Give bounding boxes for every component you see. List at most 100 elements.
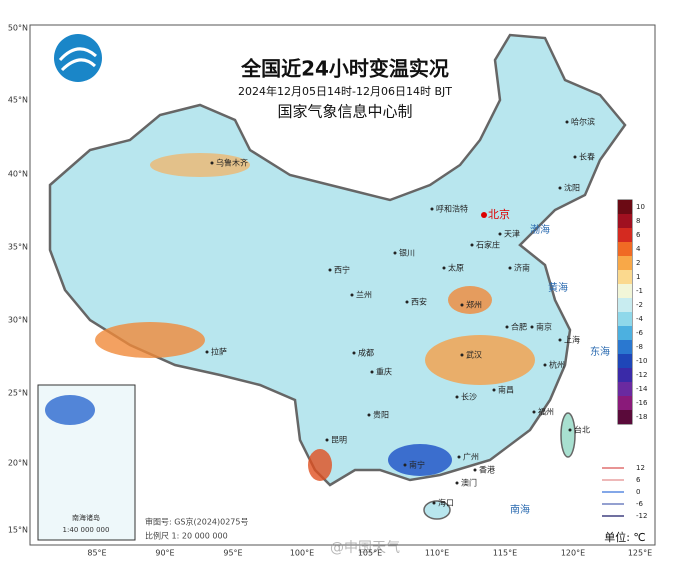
- latitude-label: 30°N: [8, 316, 28, 325]
- city-label: 兰州: [356, 290, 372, 300]
- city-label: 成都: [358, 348, 374, 358]
- city-dot: [543, 363, 547, 367]
- city-label: 广州: [463, 452, 479, 462]
- inset: [37, 384, 136, 541]
- watermark: @中国天气: [330, 540, 400, 556]
- latitude-label: 20°N: [8, 459, 28, 468]
- warm-area: [150, 153, 250, 177]
- legend-swatch: [618, 354, 632, 368]
- contour-label: 0: [636, 488, 640, 496]
- longitude-label: 85°E: [87, 549, 106, 558]
- title: 全国近24小时变温实况: [240, 57, 449, 81]
- city-label: 天津: [504, 229, 520, 239]
- city-label: 沈阳: [564, 183, 580, 193]
- city-label: 太原: [448, 263, 464, 273]
- warm-area: [308, 449, 332, 481]
- city-dot: [405, 300, 409, 304]
- legend-swatch: [618, 270, 632, 284]
- legend-label: 2: [636, 259, 640, 267]
- city-label: 南昌: [498, 385, 514, 395]
- latitude-label: 50°N: [8, 24, 28, 33]
- contour-label: 12: [636, 464, 645, 472]
- city-dot: [367, 413, 371, 417]
- city-label: 南宁: [409, 460, 425, 470]
- city-dot: [403, 463, 407, 467]
- city-dot: [460, 353, 464, 357]
- longitude-label: 115°E: [493, 549, 517, 558]
- city-label: 郑州: [466, 300, 482, 310]
- legend-label: -1: [636, 287, 643, 295]
- city-dot: [210, 161, 214, 165]
- logo-swoosh: [58, 47, 97, 72]
- latitude-label: 15°N: [8, 526, 28, 535]
- legend-label: -14: [636, 385, 648, 393]
- legend-swatch: [618, 298, 632, 312]
- city-label: 重庆: [376, 367, 392, 377]
- legend-swatch: [618, 256, 632, 270]
- legend-label: -8: [636, 343, 643, 351]
- city-dot: [457, 455, 461, 459]
- city-dot: [508, 266, 512, 270]
- legend-label: -10: [636, 357, 647, 365]
- city-dot: [393, 251, 397, 255]
- logo: [54, 34, 102, 82]
- latitude-label: 25°N: [8, 389, 28, 398]
- inset-title: 南海诸岛: [72, 513, 100, 522]
- cold-area: [388, 444, 452, 476]
- city-dot: [455, 395, 459, 399]
- city-label: 北京: [488, 207, 510, 221]
- city-dot: [432, 501, 436, 505]
- legend-swatch: [618, 312, 632, 326]
- city-dot: [565, 120, 569, 124]
- unit: 单位: ℃: [604, 530, 646, 544]
- producer: 国家气象信息中心制: [277, 103, 412, 121]
- city-dot: [558, 186, 562, 190]
- city-label: 呼和浩特: [436, 204, 468, 214]
- legend-swatch: [618, 410, 632, 424]
- legend-label: 4: [636, 245, 641, 253]
- city-dot: [532, 410, 536, 414]
- contour-label: -12: [636, 512, 647, 520]
- legend-swatch: [618, 340, 632, 354]
- city-dot: [505, 325, 509, 329]
- legend-label: -6: [636, 329, 644, 337]
- city-dot: [370, 370, 374, 374]
- legend-label: -16: [636, 399, 648, 407]
- legend-label: 6: [636, 231, 641, 239]
- legend-label: -18: [636, 413, 647, 421]
- city-dot: [558, 338, 562, 342]
- logo-circle: [54, 34, 102, 82]
- legend-label: -2: [636, 301, 643, 309]
- longitude-label: 100°E: [290, 549, 314, 558]
- longitude-label: 90°E: [155, 549, 174, 558]
- taiwan: [560, 412, 576, 458]
- legend-swatch: [618, 214, 632, 228]
- scale: 比例尺 1: 20 000 000: [145, 531, 228, 541]
- city-dot: [473, 468, 477, 472]
- legend-swatch: [618, 284, 632, 298]
- city-label: 福州: [538, 408, 554, 417]
- city-label: 澳门: [461, 478, 477, 488]
- city-label: 长春: [579, 152, 595, 162]
- china-map: [48, 33, 627, 520]
- city-dot: [325, 438, 329, 442]
- inset-scale: 1:40 000 000: [63, 526, 110, 534]
- longitude-label: 125°E: [628, 549, 652, 558]
- city-dot: [352, 351, 356, 355]
- longitude-label: 95°E: [223, 549, 242, 558]
- city-dot: [350, 293, 354, 297]
- city-label: 上海: [564, 335, 580, 345]
- city-label: 南京: [536, 322, 552, 332]
- longitude-label: 120°E: [561, 549, 585, 558]
- city-dot: [481, 212, 487, 218]
- city-dot: [455, 481, 459, 485]
- city-label: 贵阳: [373, 410, 389, 420]
- city-label: 哈尔滨: [571, 117, 595, 127]
- legend-label: 10: [636, 203, 645, 211]
- city-dot: [568, 428, 572, 432]
- city-dot: [492, 388, 496, 392]
- city-dot: [442, 266, 446, 270]
- city-label: 香港: [479, 465, 495, 475]
